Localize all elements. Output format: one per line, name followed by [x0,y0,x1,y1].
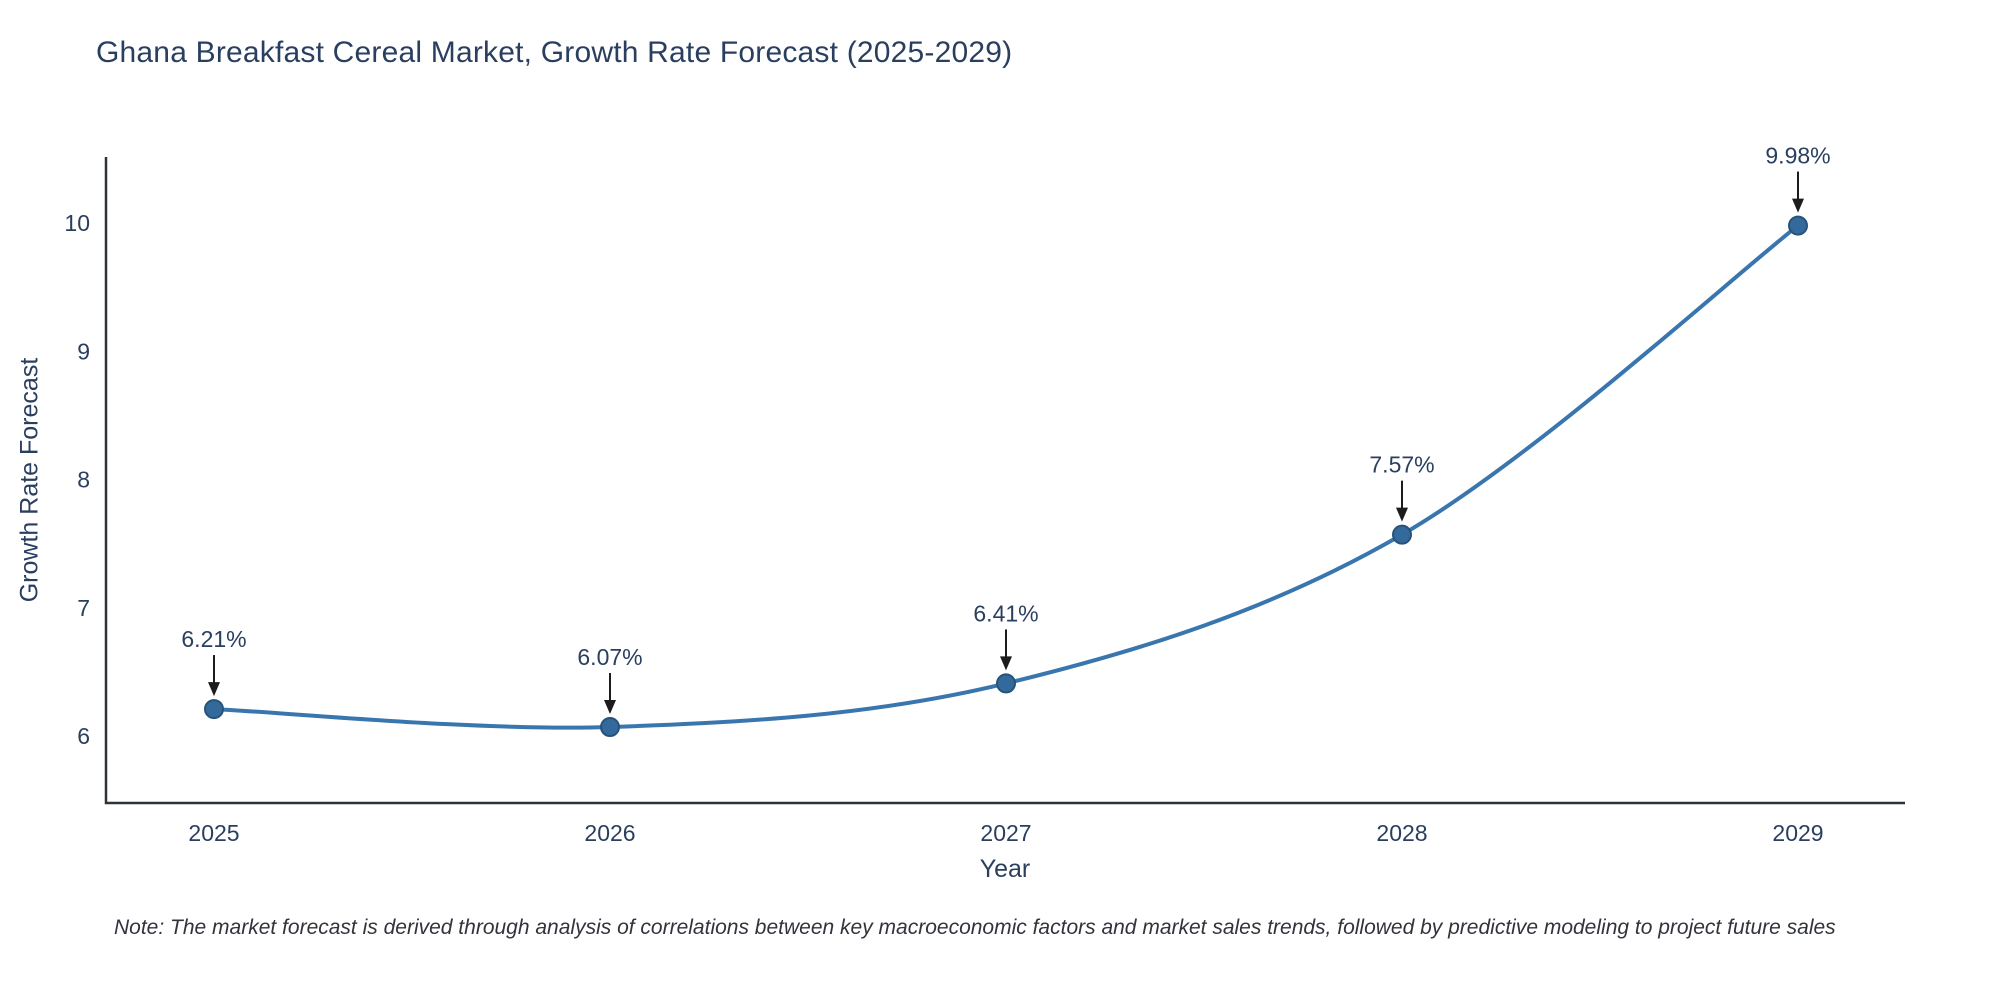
y-tick-label: 6 [77,723,90,749]
x-tick-label: 2026 [584,820,635,846]
x-axis-title: Year [979,855,1031,883]
axis-lines [104,157,1905,805]
chart-title: Ghana Breakfast Cereal Market, Growth Ra… [96,36,1013,69]
point-annotation-label: 6.21% [181,626,246,652]
point-annotation-label: 6.41% [973,600,1038,626]
x-tick-label: 2027 [980,820,1031,846]
annotation-arrowhead-icon [1396,507,1408,522]
y-tick-label: 8 [77,467,90,493]
annotation-arrowhead-icon [1000,656,1012,671]
data-point-marker[interactable] [1788,215,1808,236]
y-tick-label: 7 [77,595,90,621]
y-tick-label: 10 [64,210,90,236]
x-tick-label: 2025 [188,820,239,846]
y-tick-label: 9 [77,338,90,364]
x-tick-label: 2029 [1772,820,1823,846]
point-annotation-label: 6.07% [577,644,642,670]
y-axis-title: Growth Rate Forecast [15,357,44,603]
annotation-arrowhead-icon [1792,198,1804,213]
point-annotation-label: 9.98% [1765,143,1830,169]
data-point-marker[interactable] [600,717,620,738]
annotation-arrowhead-icon [208,682,220,697]
data-point-marker[interactable] [204,699,224,720]
annotation-arrowhead-icon [604,700,616,715]
data-point-marker[interactable] [1392,524,1412,545]
data-point-marker[interactable] [996,673,1016,694]
chart-footnote: Note: The market forecast is derived thr… [114,916,1836,939]
point-annotation-label: 7.57% [1369,452,1434,478]
x-tick-label: 2028 [1376,820,1427,846]
